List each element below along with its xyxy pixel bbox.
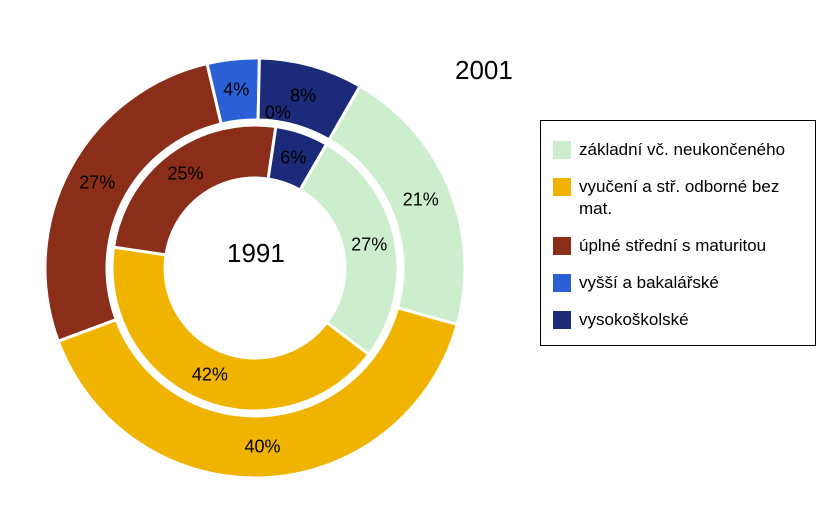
legend-item: základní vč. neukončeného	[553, 139, 803, 160]
outer-slice-label: 4%	[223, 79, 249, 100]
legend-label: vysokoškolské	[579, 309, 803, 330]
chart-stage: 2001 1991 základní vč. neukončeného vyuče…	[0, 0, 828, 528]
inner-slice-label: 6%	[280, 147, 306, 168]
legend-swatch	[553, 311, 571, 329]
legend-item: úplné střední s maturitou	[553, 235, 803, 256]
outer-slice-label: 27%	[79, 173, 115, 194]
inner-slice-label: 0%	[265, 102, 291, 123]
inner-slice-label: 25%	[168, 164, 204, 185]
inner-slice-label: 42%	[192, 365, 228, 386]
legend-label: vyšší a bakalářské	[579, 272, 803, 293]
outer-year-label: 2001	[455, 55, 513, 86]
legend-swatch	[553, 274, 571, 292]
outer-slice-label: 40%	[244, 436, 280, 457]
legend-label: základní vč. neukončeného	[579, 139, 803, 160]
legend-item: vyšší a bakalářské	[553, 272, 803, 293]
legend-swatch	[553, 141, 571, 159]
legend-swatch	[553, 178, 571, 196]
legend-item: vyučení a stř. odborné bez mat.	[553, 176, 803, 219]
inner-slice-label: 27%	[351, 234, 387, 255]
legend: základní vč. neukončeného vyučení a stř. …	[540, 120, 816, 346]
outer-slice-label: 21%	[403, 190, 439, 211]
legend-label: úplné střední s maturitou	[579, 235, 803, 256]
inner-year-label: 1991	[227, 238, 285, 269]
outer-slice-label: 8%	[290, 85, 316, 106]
legend-item: vysokoškolské	[553, 309, 803, 330]
legend-label: vyučení a stř. odborné bez mat.	[579, 176, 803, 219]
legend-swatch	[553, 237, 571, 255]
